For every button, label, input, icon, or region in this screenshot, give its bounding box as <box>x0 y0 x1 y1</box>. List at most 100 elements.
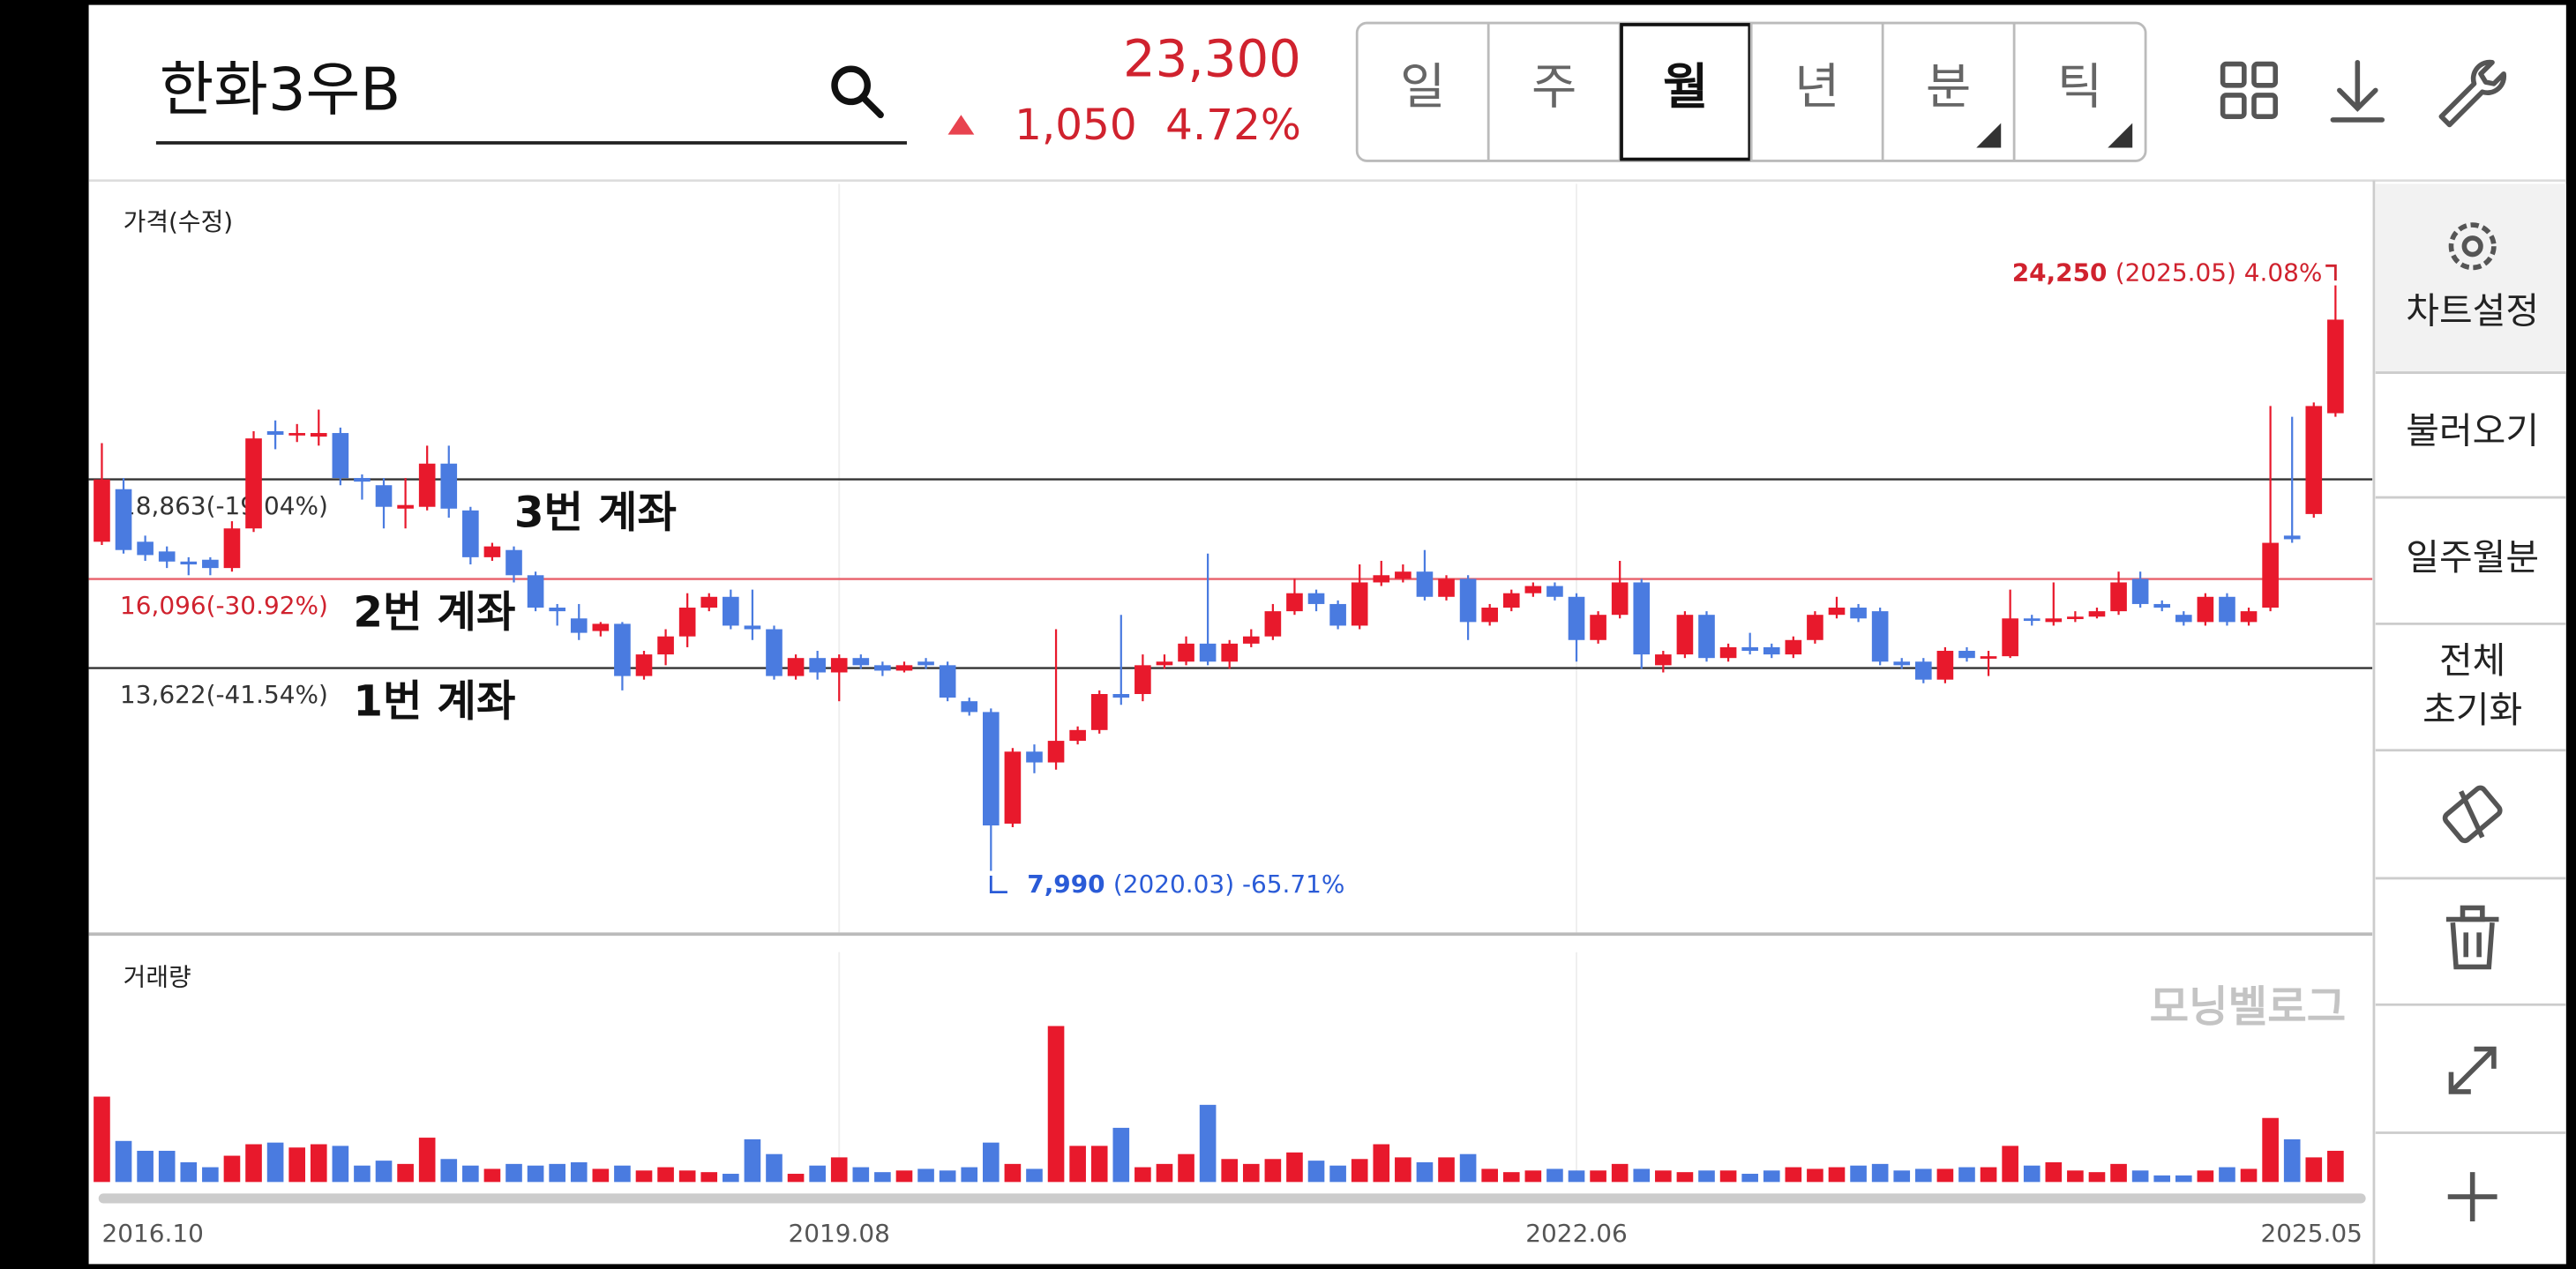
candle-body <box>2240 611 2258 623</box>
volume-bar <box>1763 1170 1780 1183</box>
sidebar-item[interactable]: 전체 <box>2439 639 2505 682</box>
volume-bar <box>1242 1163 1260 1183</box>
candle-body <box>874 665 891 671</box>
volume-bar <box>1264 1159 1282 1183</box>
volume-bar <box>1502 1172 1520 1183</box>
volume-bar <box>2175 1175 2192 1183</box>
volume-bar <box>1004 1163 1022 1183</box>
candle-body <box>375 485 393 507</box>
volume-bar <box>1546 1168 1563 1183</box>
candle-body <box>678 608 696 637</box>
price-panel-title: 가격(수정) <box>124 207 234 236</box>
watermark: 모닝벨로그 <box>2150 982 2347 1032</box>
volume-bar <box>2002 1146 2018 1183</box>
volume-bar <box>2131 1170 2149 1183</box>
sidebar-item[interactable]: 차트설정 <box>2406 290 2539 332</box>
volume-bar <box>180 1161 198 1183</box>
settings-wrench-icon[interactable] <box>2438 59 2507 128</box>
expand-icon[interactable] <box>2448 1046 2497 1094</box>
candle-body <box>397 504 414 509</box>
candle-body <box>1763 646 1780 655</box>
candle-body <box>2305 406 2323 514</box>
volume-bar <box>1893 1170 1911 1183</box>
app-background <box>88 4 2566 1265</box>
annotation-value: 24,250 <box>2012 258 2108 287</box>
submenu-corner <box>2108 123 2133 148</box>
x-tick-label: 2019.08 <box>789 1219 890 1248</box>
candle-body <box>1611 582 1629 616</box>
grid-icon[interactable] <box>2220 61 2279 119</box>
scrollbar[interactable] <box>98 1193 2366 1204</box>
search-icon[interactable] <box>831 65 884 119</box>
volume-bar <box>1307 1161 1325 1183</box>
candle-body <box>1850 608 1867 619</box>
candle-body <box>440 463 458 509</box>
sidebar-item[interactable]: 일주월분 <box>2406 536 2539 579</box>
volume-bar <box>1807 1168 1823 1183</box>
x-tick-label: 2022.06 <box>1525 1219 1627 1248</box>
candle-body <box>2110 582 2127 612</box>
sidebar-active-bg <box>2375 183 2566 373</box>
volume-bar <box>1156 1163 1173 1183</box>
current-price: 23,300 <box>1123 28 1301 88</box>
candle-body <box>1871 611 1889 662</box>
period-button[interactable]: 년 <box>1794 59 1839 116</box>
sidebar-item[interactable]: 초기화 <box>2422 689 2522 731</box>
volume-bar <box>266 1142 284 1183</box>
candle-body <box>723 596 739 626</box>
volume-bar <box>1026 1168 1043 1183</box>
candle-body <box>1936 651 1954 680</box>
candle-body <box>1915 661 1932 680</box>
volume-bar <box>1958 1167 1975 1183</box>
period-button[interactable]: 틱 <box>2057 59 2102 116</box>
candle-body <box>158 551 176 562</box>
annotation-arrow <box>989 876 1007 894</box>
candle-body <box>1828 608 1846 616</box>
annotation-arrow <box>2325 264 2337 281</box>
trash-icon[interactable] <box>2445 905 2499 970</box>
search-text[interactable]: 한화3우B <box>160 56 401 124</box>
candle-body <box>852 658 870 666</box>
volume-bar <box>1481 1168 1498 1183</box>
candle-body <box>310 433 327 437</box>
period-button[interactable]: 분 <box>1926 59 1971 116</box>
period-button[interactable]: 일 <box>1400 59 1445 116</box>
candle-body <box>809 658 826 673</box>
candle-body <box>2088 611 2106 617</box>
candle-body <box>787 658 805 676</box>
candle-body <box>2023 618 2041 622</box>
account-label: 3번 계좌 <box>514 489 677 538</box>
download-icon[interactable] <box>2330 59 2385 123</box>
annotation-detail: (2020.03) -65.71% <box>1113 870 1345 899</box>
candle-body <box>2067 616 2084 620</box>
volume-bar <box>1568 1170 1585 1183</box>
candle-body <box>1676 615 1694 655</box>
sidebar-item[interactable]: 불러오기 <box>2406 409 2539 452</box>
candle-body <box>1633 582 1651 655</box>
eraser-icon[interactable] <box>2442 785 2503 844</box>
volume-bar <box>2283 1138 2301 1183</box>
volume-bar <box>895 1170 913 1183</box>
period-button[interactable]: 월 <box>1663 59 1708 116</box>
candle-body <box>94 479 110 542</box>
candle-body <box>1568 596 1585 640</box>
volume-bar <box>2197 1170 2214 1183</box>
candle-body <box>1373 575 1390 583</box>
volume-bar <box>245 1144 262 1183</box>
candle-body <box>1307 593 1325 604</box>
candle-body <box>332 433 349 479</box>
reference-label: 18,863(-19.04%) <box>120 491 328 520</box>
candle-body <box>2283 535 2301 540</box>
candle-body <box>1178 643 1194 662</box>
candle-body <box>1502 593 1520 608</box>
candle-body <box>1026 751 1043 763</box>
volume-bar <box>939 1170 956 1183</box>
candle-body <box>1807 615 1823 640</box>
period-button[interactable]: 주 <box>1531 59 1576 116</box>
volume-bar <box>1719 1170 1737 1183</box>
volume-bar <box>1785 1167 1802 1183</box>
candle-body <box>1069 729 1086 742</box>
plus-icon[interactable] <box>2447 1172 2497 1222</box>
volume-bar <box>2240 1168 2258 1183</box>
candle-body <box>115 489 132 550</box>
